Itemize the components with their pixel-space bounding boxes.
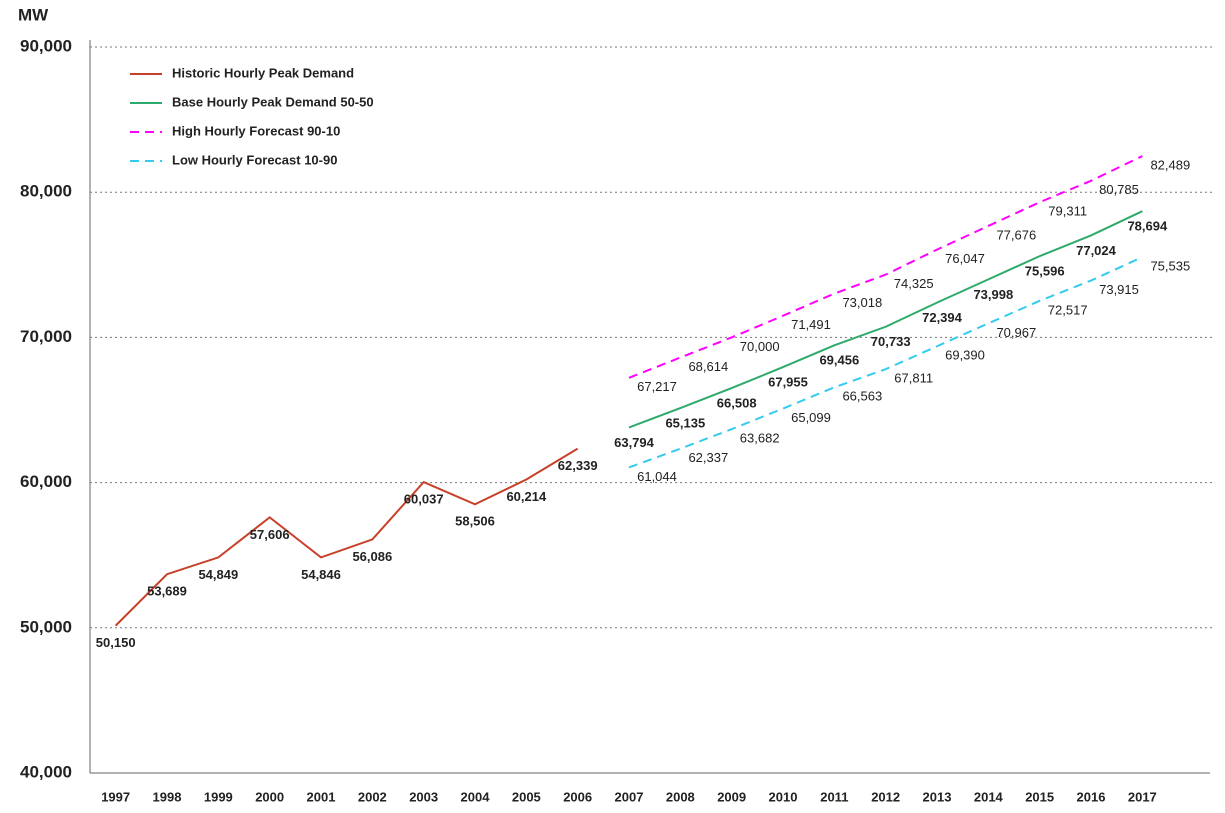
data-label: 71,491 <box>791 317 831 332</box>
x-tick-label: 2011 <box>820 789 848 804</box>
x-tick-label: 1997 <box>101 789 130 804</box>
data-label: 50,150 <box>96 635 136 650</box>
x-tick-label: 2002 <box>358 789 387 804</box>
data-label: 66,508 <box>717 396 757 411</box>
x-tick-label: 2014 <box>974 789 1004 804</box>
x-tick-label: 2010 <box>769 789 798 804</box>
data-label: 58,506 <box>455 514 495 529</box>
data-label: 67,955 <box>768 375 808 390</box>
y-tick-label: 80,000 <box>20 182 72 201</box>
x-tick-label: 2012 <box>871 789 900 804</box>
data-label: 60,037 <box>404 492 444 507</box>
data-label: 78,694 <box>1127 219 1168 234</box>
data-label: 65,135 <box>665 415 705 430</box>
data-label: 73,998 <box>973 287 1013 302</box>
y-tick-label: 70,000 <box>20 327 72 346</box>
data-label: 73,915 <box>1099 282 1139 297</box>
data-label: 61,044 <box>637 469 677 484</box>
data-label: 56,086 <box>352 549 392 564</box>
data-label: 54,849 <box>198 567 238 582</box>
series-line <box>628 256 1143 469</box>
x-tick-label: 2003 <box>409 789 438 804</box>
y-tick-label: 50,000 <box>20 617 72 636</box>
x-tick-label: 1999 <box>204 789 233 804</box>
legend-label: Low Hourly Forecast 10-90 <box>172 152 337 167</box>
data-label: 70,733 <box>871 334 911 349</box>
data-label: 69,456 <box>819 353 859 368</box>
data-label: 57,606 <box>250 527 290 542</box>
data-label: 75,535 <box>1150 258 1190 273</box>
data-label: 76,047 <box>945 251 985 266</box>
data-label: 72,517 <box>1048 302 1088 317</box>
data-label: 74,325 <box>894 276 934 291</box>
x-tick-label: 2007 <box>615 789 644 804</box>
x-tick-label: 2016 <box>1077 789 1106 804</box>
x-tick-label: 2001 <box>307 789 336 804</box>
data-label: 72,394 <box>922 310 963 325</box>
data-label: 53,689 <box>147 584 187 599</box>
x-tick-label: 1998 <box>153 789 182 804</box>
data-label: 63,794 <box>614 435 655 450</box>
legend-label: Historic Hourly Peak Demand <box>172 65 354 80</box>
legend-label: Base Hourly Peak Demand 50-50 <box>172 94 374 109</box>
x-tick-label: 2009 <box>717 789 746 804</box>
data-label: 54,846 <box>301 567 341 582</box>
data-label: 79,311 <box>1048 204 1087 219</box>
legend-label: High Hourly Forecast 90-10 <box>172 123 340 138</box>
x-tick-label: 2015 <box>1025 789 1054 804</box>
x-tick-label: 2000 <box>255 789 284 804</box>
x-tick-label: 2013 <box>923 789 952 804</box>
data-label: 75,596 <box>1025 264 1065 279</box>
data-label: 67,811 <box>894 371 933 386</box>
data-label: 65,099 <box>791 410 831 425</box>
y-tick-label: 60,000 <box>20 472 72 491</box>
data-label: 77,024 <box>1076 243 1117 258</box>
data-label: 70,967 <box>996 325 1036 340</box>
x-tick-label: 2005 <box>512 789 541 804</box>
x-tick-label: 2004 <box>461 789 491 804</box>
data-label: 68,614 <box>688 359 728 374</box>
data-label: 70,000 <box>740 339 780 354</box>
y-tick-label: 90,000 <box>20 36 72 55</box>
series-line <box>628 155 1143 379</box>
x-tick-label: 2008 <box>666 789 695 804</box>
data-label: 80,785 <box>1099 182 1139 197</box>
data-label: 62,337 <box>688 450 728 465</box>
data-label: 67,217 <box>637 379 677 394</box>
series-line <box>628 210 1143 429</box>
data-label: 82,489 <box>1150 157 1190 172</box>
y-axis-label: MW <box>18 5 49 24</box>
y-tick-label: 40,000 <box>20 762 72 781</box>
series-line <box>114 447 579 627</box>
data-label: 66,563 <box>842 389 882 404</box>
data-label: 69,390 <box>945 348 985 363</box>
data-label: 73,018 <box>842 295 882 310</box>
data-label: 60,214 <box>506 489 547 504</box>
x-tick-label: 2006 <box>563 789 592 804</box>
data-label: 63,682 <box>740 431 780 446</box>
x-tick-label: 2017 <box>1128 789 1157 804</box>
data-label: 62,339 <box>558 458 598 473</box>
data-label: 77,676 <box>996 227 1036 242</box>
